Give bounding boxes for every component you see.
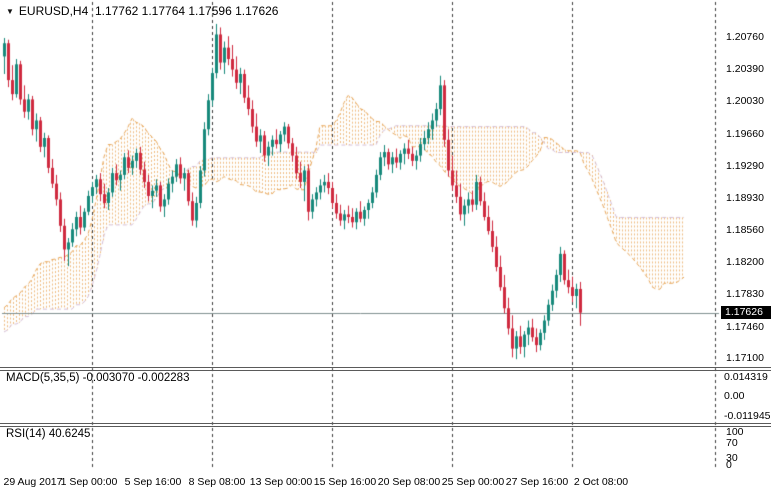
title-bar: ▼ EURUSD,H4 1.17762 1.17764 1.17596 1.176… [6, 5, 278, 17]
rsi-scale-label: 100 [726, 426, 744, 438]
symbol-period-label: EURUSD,H4 [18, 4, 89, 18]
quote-ohlc-label: 1.17762 1.17764 1.17596 1.17626 [94, 4, 279, 18]
time-axis-label: 13 Sep 00:00 [249, 476, 313, 488]
time-axis-label: 1 Sep 00:00 [60, 476, 118, 488]
price-axis-label: 1.18930 [726, 191, 764, 204]
time-axis-label: 20 Sep 08:00 [377, 476, 441, 488]
time-axis-label: 8 Sep 08:00 [188, 476, 246, 488]
panel-separator[interactable] [0, 370, 771, 371]
time-axis-label: 27 Sep 16:00 [505, 476, 569, 488]
time-axis-label: 2 Oct 08:00 [573, 476, 629, 488]
panel-separator[interactable] [0, 423, 771, 424]
macd-panel-label: MACD(5,35,5) -0.003070 -0.002283 [6, 372, 190, 384]
macd-scale-label: 0.014319 [724, 371, 768, 383]
price-axis-label: 1.20390 [726, 63, 764, 76]
panel-separator[interactable] [0, 367, 771, 368]
price-axis-label: 1.17100 [726, 352, 764, 365]
current-price-badge: 1.17626 [721, 306, 771, 319]
macd-scale-label: -0.011945 [724, 410, 771, 422]
rsi-panel-label: RSI(14) 40.6245 [6, 428, 91, 440]
time-axis-label: 29 Aug 2017 [3, 476, 63, 488]
price-axis-label: 1.18560 [726, 224, 764, 237]
time-axis-label: 5 Sep 16:00 [124, 476, 182, 488]
price-axis-label: 1.19660 [726, 127, 764, 140]
rsi-scale-label: 0 [726, 459, 732, 471]
price-axis-label: 1.20030 [726, 95, 764, 108]
price-axis-label: 1.17460 [726, 320, 764, 333]
price-axis-label: 1.19290 [726, 159, 764, 172]
price-axis-label: 1.20760 [726, 30, 764, 43]
price-axis-label: 1.18200 [726, 255, 764, 268]
rsi-scale-label: 70 [726, 437, 738, 449]
symbol-dropdown-icon[interactable]: ▼ [6, 7, 14, 16]
rsi-scale-label: 30 [726, 452, 738, 464]
price-axis-label: 1.17830 [726, 288, 764, 301]
time-axis-label: 25 Sep 00:00 [441, 476, 505, 488]
macd-scale-label: 0.00 [724, 390, 745, 402]
time-axis-label: 15 Sep 16:00 [313, 476, 377, 488]
panel-separator[interactable] [0, 426, 771, 427]
